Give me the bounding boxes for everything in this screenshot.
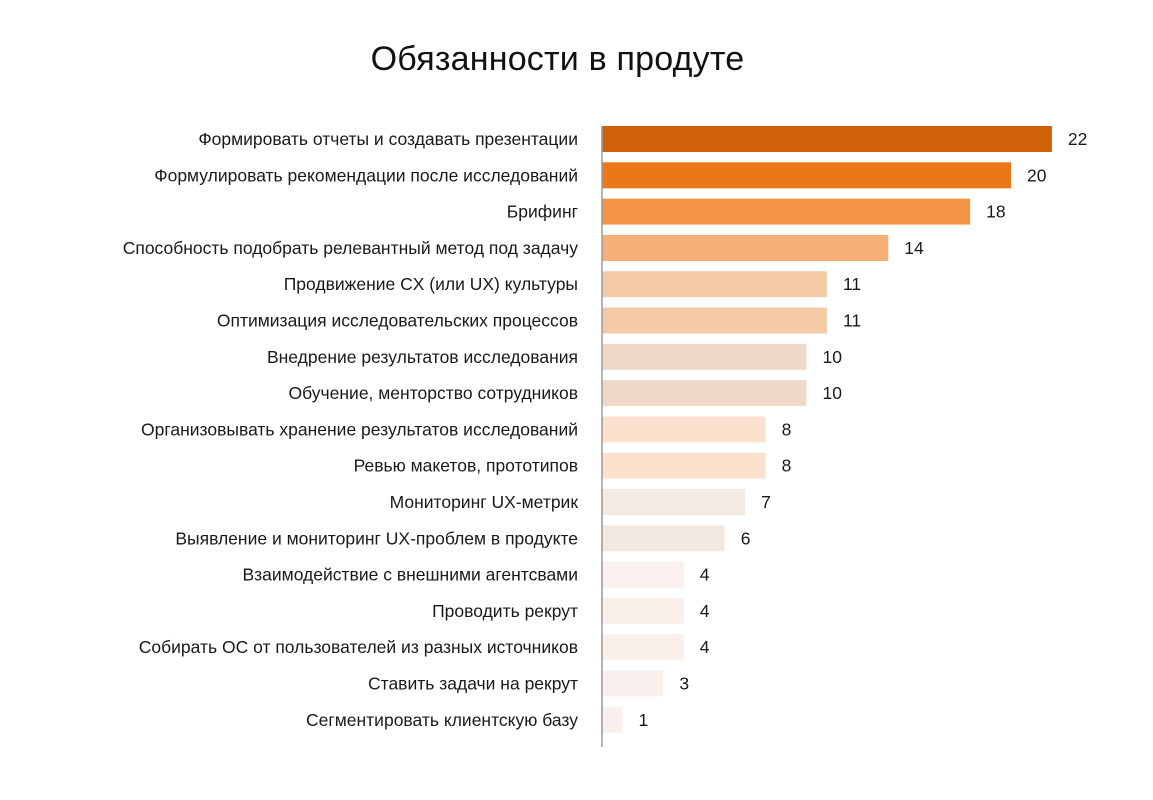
value-label: 4 xyxy=(700,637,710,657)
bar xyxy=(602,307,827,334)
bar xyxy=(602,198,971,225)
value-label: 3 xyxy=(679,674,689,694)
category-label: Мониторинг UX-метрик xyxy=(390,492,579,512)
bar xyxy=(602,670,664,697)
category-label: Формировать отчеты и создавать презентац… xyxy=(198,129,578,149)
bar xyxy=(602,597,684,624)
bar xyxy=(602,634,684,661)
bar xyxy=(602,343,807,370)
value-label: 10 xyxy=(823,347,843,367)
bar xyxy=(602,271,827,298)
bars-group xyxy=(602,126,1052,733)
value-label: 4 xyxy=(700,565,710,585)
value-label: 20 xyxy=(1027,165,1047,185)
category-label: Взаимодействие с внешними агентсвами xyxy=(242,565,578,585)
bar xyxy=(602,452,766,479)
bar xyxy=(602,489,746,515)
category-label: Сегментировать клиентскую базу xyxy=(306,710,578,730)
value-label: 18 xyxy=(986,202,1005,222)
value-label: 6 xyxy=(741,528,751,548)
category-label: Продвижение CX (или UX) культуры xyxy=(284,274,578,294)
category-label: Собирать ОС от пользователей из разных и… xyxy=(139,637,578,657)
bar xyxy=(602,162,1011,189)
category-label: Формулировать рекомендации после исследо… xyxy=(154,165,578,185)
bar xyxy=(602,525,725,552)
category-label: Ставить задачи на рекрут xyxy=(368,674,578,694)
chart-title: Обязанности в продуте xyxy=(370,40,745,78)
category-labels: Формировать отчеты и создавать презентац… xyxy=(123,129,579,730)
category-label: Обучение, менторство сотрудников xyxy=(289,383,578,403)
category-label: Проводить рекрут xyxy=(432,601,578,621)
value-label: 10 xyxy=(823,383,843,403)
bar xyxy=(602,561,684,588)
value-label: 7 xyxy=(761,492,771,512)
value-label: 22 xyxy=(1068,129,1087,149)
bar xyxy=(602,126,1052,152)
value-label: 4 xyxy=(700,601,710,621)
category-label: Внедрение результатов исследования xyxy=(267,347,578,367)
value-label: 11 xyxy=(843,274,861,294)
bar xyxy=(602,706,623,733)
bar xyxy=(602,380,807,407)
category-label: Выявление и мониторинг UX-проблем в прод… xyxy=(175,528,578,548)
category-label: Оптимизация исследовательских процессов xyxy=(217,311,578,331)
value-label: 1 xyxy=(639,710,649,730)
bar xyxy=(602,234,889,261)
category-label: Ревью макетов, прототипов xyxy=(354,456,578,476)
value-label: 8 xyxy=(782,419,792,439)
value-label: 11 xyxy=(843,311,861,331)
value-label: 14 xyxy=(904,238,924,258)
category-label: Способность подобрать релевантный метод … xyxy=(123,238,579,258)
value-label: 8 xyxy=(782,456,792,476)
bar xyxy=(602,416,766,443)
category-label: Организовывать хранение результатов иссл… xyxy=(141,419,578,439)
category-label: Брифинг xyxy=(507,202,578,222)
